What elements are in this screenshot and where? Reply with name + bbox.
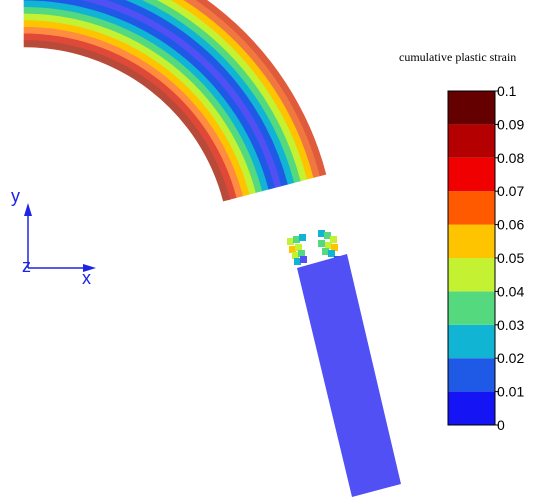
colorbar-tick-label: 0 [497, 417, 505, 433]
transition-cell [289, 246, 296, 253]
colorbar-bin [448, 191, 495, 225]
colorbar-tick-label: 0.06 [497, 217, 524, 233]
colorbar-tick-labels: 0 0.01 0.02 0.03 0.04 0.05 0.06 0.07 0.08 0.09 0.1 [497, 83, 524, 433]
straight-bar-section [297, 254, 401, 497]
colorbar-bin [448, 358, 495, 392]
colorbar-bin [448, 258, 495, 292]
transition-cell [330, 236, 337, 243]
colorbar-bin [448, 91, 495, 125]
contour-band [23, 40, 231, 202]
bent-bar-contour [23, 0, 327, 202]
colorbar-tick-label: 0.1 [497, 83, 517, 99]
x-axis-label: x [82, 268, 91, 288]
transition-cell [299, 234, 306, 241]
colorbar-tick-label: 0.02 [497, 350, 524, 366]
axes-triad: y x z [11, 186, 96, 288]
transition-cell [324, 232, 331, 239]
transition-cell [294, 258, 301, 265]
colorbar-tick-label: 0.04 [497, 283, 524, 299]
colorbar-tick-label: 0.03 [497, 317, 524, 333]
colorbar-bin [448, 224, 495, 258]
colorbar-bin [448, 391, 495, 425]
transition-cell [318, 230, 325, 237]
transition-cell [292, 252, 299, 259]
transition-cell [322, 248, 329, 255]
transition-cell [331, 244, 338, 251]
legend-title: cumulative plastic strain [399, 50, 517, 64]
colorbar-tick-label: 0.07 [497, 183, 524, 199]
transition-cell [295, 244, 302, 251]
y-axis-label: y [11, 186, 20, 206]
transition-cell [287, 238, 294, 245]
colorbar-tick-label: 0.05 [497, 250, 524, 266]
transition-cell [318, 240, 325, 247]
colorbar-tick-label: 0.09 [497, 116, 524, 132]
colorbar-tick-label: 0.01 [497, 384, 524, 400]
transition-cell [298, 250, 305, 257]
colorbar-bin [448, 124, 495, 158]
colorbar-bin [448, 291, 495, 325]
z-axis-label: z [22, 256, 31, 276]
colorbar [447, 90, 499, 426]
transition-cell [328, 250, 335, 257]
colorbar-bin [448, 324, 495, 359]
transition-cell [300, 256, 307, 263]
transition-cell [325, 242, 332, 249]
transition-cell [293, 236, 300, 243]
colorbar-bin [448, 157, 495, 192]
colorbar-tick-label: 0.08 [497, 150, 524, 166]
contour-band [169, 0, 314, 180]
